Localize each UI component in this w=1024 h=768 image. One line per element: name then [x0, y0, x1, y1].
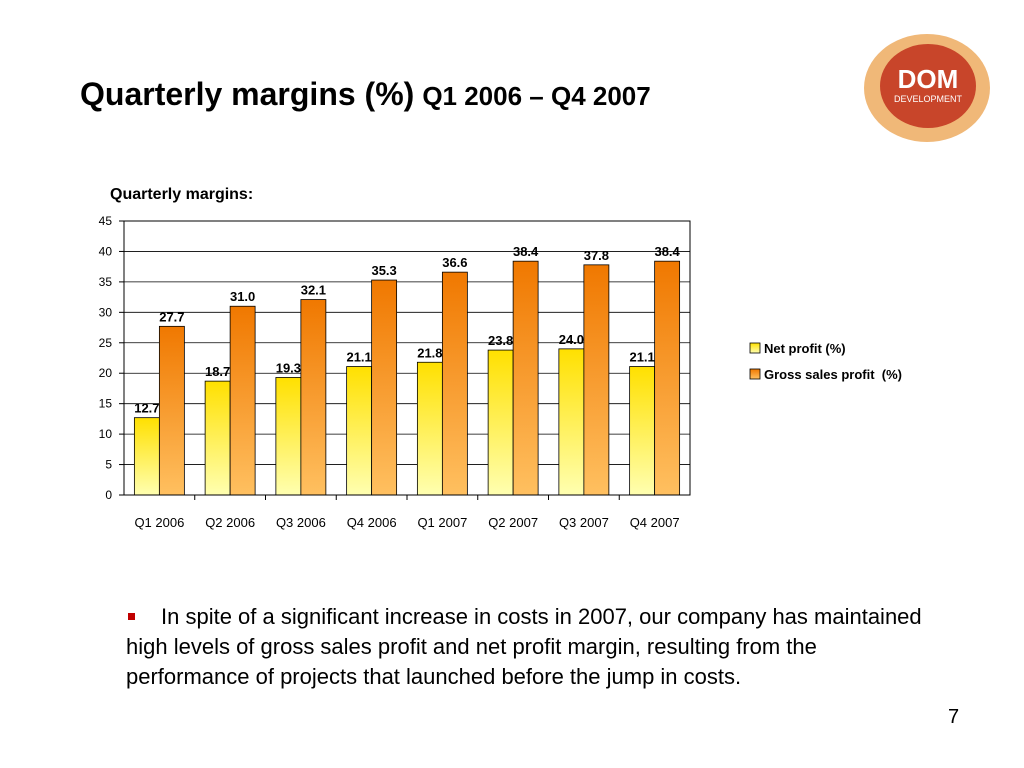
bar-net-profit	[346, 366, 373, 496]
margins-chart: Quarterly margins: 12.7 27.7 18.7 31.0 19.3 3…	[99, 186, 902, 530]
data-label: 12.7	[134, 401, 159, 416]
data-label: 24.0	[559, 332, 584, 347]
data-label: 21.1	[346, 350, 371, 365]
bar-gross-sales-profit	[512, 260, 539, 496]
legend-swatch	[749, 342, 761, 354]
page-number: 7	[948, 706, 960, 728]
bar-gross-sales-profit	[300, 299, 327, 496]
bar-net-profit	[629, 366, 656, 496]
bullet-marker-icon	[128, 612, 135, 620]
x-tick-label: Q4 2007	[630, 515, 680, 530]
data-label: 38.4	[513, 244, 539, 259]
logo-text-main: DOM	[898, 64, 959, 94]
slide-title-sub: Q1 2006 – Q4 2007	[422, 81, 651, 111]
x-tick-label: Q3 2006	[276, 515, 326, 530]
slide-title-main: Quarterly margins (%)	[80, 76, 415, 112]
y-tick-label: 5	[105, 458, 112, 472]
bar-gross-sales-profit	[229, 305, 256, 496]
x-tick-label: Q2 2007	[488, 515, 538, 530]
bar-net-profit	[133, 417, 160, 496]
x-tick-label: Q2 2006	[205, 515, 255, 530]
logo-inner-disc	[880, 44, 976, 128]
summary-bullet: In spite of a significant increase in co…	[126, 602, 946, 692]
y-tick-label: 30	[99, 305, 113, 319]
x-tick-label: Q1 2006	[134, 515, 184, 530]
legend-label: Net profit (%)	[764, 341, 846, 356]
bar-gross-sales-profit	[371, 279, 398, 496]
dom-development-logo: DOM DEVELOPMENT	[864, 34, 990, 142]
bar-net-profit	[204, 380, 231, 496]
x-tick-label: Q1 2007	[417, 515, 467, 530]
data-label: 21.8	[417, 345, 442, 360]
bar-net-profit	[558, 348, 585, 496]
bar-gross-sales-profit	[583, 264, 610, 496]
bar-net-profit	[487, 349, 514, 496]
chart-title: Quarterly margins:	[110, 186, 253, 203]
slide-title: Quarterly margins (%) Q1 2006 – Q4 2007	[80, 76, 651, 113]
y-tick-label: 0	[105, 488, 112, 502]
y-tick-label: 25	[99, 336, 113, 350]
data-label: 35.3	[371, 263, 396, 278]
y-tick-label: 35	[99, 275, 113, 289]
y-tick-label: 20	[99, 366, 113, 380]
data-label: 23.8	[488, 333, 513, 348]
data-label: 32.1	[301, 283, 326, 298]
data-label: 19.3	[276, 360, 301, 375]
data-label: 38.4	[654, 244, 680, 259]
legend-swatch	[749, 368, 761, 380]
bar-gross-sales-profit	[441, 271, 468, 496]
y-tick-label: 45	[99, 214, 113, 228]
y-tick-label: 40	[99, 244, 113, 258]
legend-label: Gross sales profit (%)	[764, 367, 902, 382]
x-tick-label: Q4 2006	[347, 515, 397, 530]
y-tick-label: 10	[99, 427, 113, 441]
bar-gross-sales-profit	[654, 260, 681, 496]
data-label: 27.7	[159, 309, 184, 324]
summary-bullet-text: In spite of a significant increase in co…	[126, 604, 922, 689]
bar-net-profit	[275, 377, 302, 496]
bar-net-profit	[416, 361, 443, 496]
data-label: 21.1	[629, 350, 654, 365]
data-label: 18.7	[205, 364, 230, 379]
x-tick-label: Q3 2007	[559, 515, 609, 530]
bar-gross-sales-profit	[158, 325, 185, 496]
data-label: 36.6	[442, 255, 467, 270]
logo-text-sub: DEVELOPMENT	[894, 94, 963, 104]
data-label: 37.8	[584, 248, 609, 263]
data-label: 31.0	[230, 289, 255, 304]
y-tick-label: 15	[99, 397, 113, 411]
